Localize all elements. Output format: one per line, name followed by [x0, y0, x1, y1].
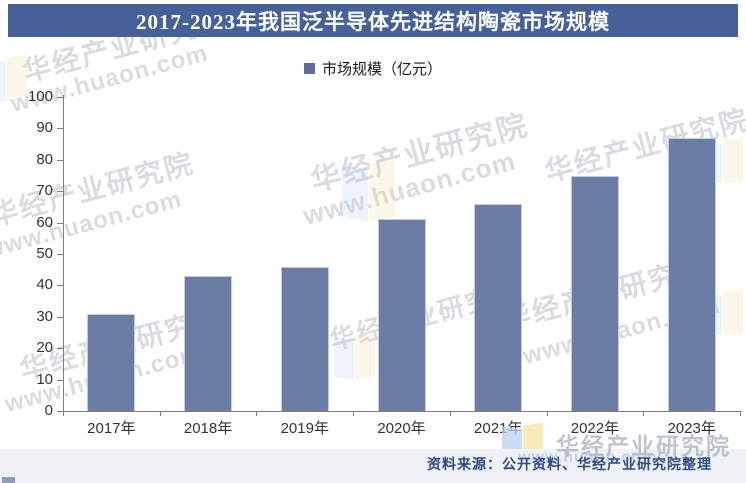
y-tick-label: 40: [36, 276, 53, 294]
y-axis-tick: [57, 128, 63, 130]
x-axis-tick: [643, 412, 645, 416]
y-axis-tick: [57, 285, 63, 287]
x-axis-tick: [740, 412, 741, 416]
y-tick-label: 60: [36, 213, 53, 231]
y-axis-tick: [57, 159, 63, 161]
legend-label: 市场规模（亿元）: [321, 60, 442, 78]
legend: 市场规模（亿元）: [0, 58, 746, 78]
chart-title: 2017-2023年我国泛半导体先进结构陶瓷市场规模: [136, 9, 610, 34]
x-tick-label: 2023年: [667, 420, 716, 437]
bar-2017年: [87, 313, 136, 411]
y-axis-tick: [57, 316, 63, 318]
y-tick-label: 80: [36, 150, 53, 168]
x-axis-tick: [63, 412, 64, 416]
x-tick-label: 2021年: [474, 420, 523, 437]
corner-watermark-chip: [2, 477, 15, 483]
y-tick-label: 100: [27, 88, 53, 105]
x-tick-label: 2017年: [87, 420, 136, 437]
bar-2023年: [667, 137, 716, 411]
y-axis-tick: [57, 348, 63, 350]
y-axis-tick: [57, 222, 63, 224]
y-axis-tick: [57, 411, 63, 412]
x-axis-tick: [159, 412, 161, 416]
y-tick-label: 30: [36, 307, 53, 325]
x-axis-tick: [256, 412, 258, 416]
source-note: 资料来源：公开资料、华经产业研究院整理: [427, 456, 712, 472]
y-axis-line: [63, 95, 64, 412]
y-tick-label: 70: [36, 182, 53, 200]
x-tick-label: 2022年: [570, 420, 620, 437]
bar-2022年: [570, 175, 619, 411]
legend-swatch: [303, 62, 315, 74]
x-axis-tick: [449, 412, 451, 416]
bar-2020年: [377, 219, 426, 411]
y-axis-tick: [57, 97, 63, 98]
chart-title-banner: 2017-2023年我国泛半导体先进结构陶瓷市场规模: [8, 4, 738, 37]
x-tick-label: 2020年: [377, 420, 426, 437]
bar-2021年: [474, 203, 523, 411]
y-tick-label: 90: [36, 119, 53, 137]
y-tick-label: 20: [36, 339, 53, 357]
y-axis-tick: [57, 254, 63, 255]
x-tick-label: 2019年: [280, 420, 329, 437]
bar-2019年: [280, 266, 329, 411]
y-axis-tick: [57, 191, 63, 193]
x-axis-line: [63, 411, 742, 412]
x-tick-label: 2018年: [183, 420, 233, 437]
x-axis-tick: [546, 412, 548, 416]
y-tick-label: 10: [36, 370, 53, 388]
y-tick-label: 50: [36, 245, 53, 262]
x-axis-tick: [353, 412, 355, 416]
y-tick-label: 0: [44, 402, 53, 419]
footer-strip: [0, 449, 746, 483]
y-axis-tick: [57, 379, 63, 381]
bar-2018年: [184, 275, 233, 411]
